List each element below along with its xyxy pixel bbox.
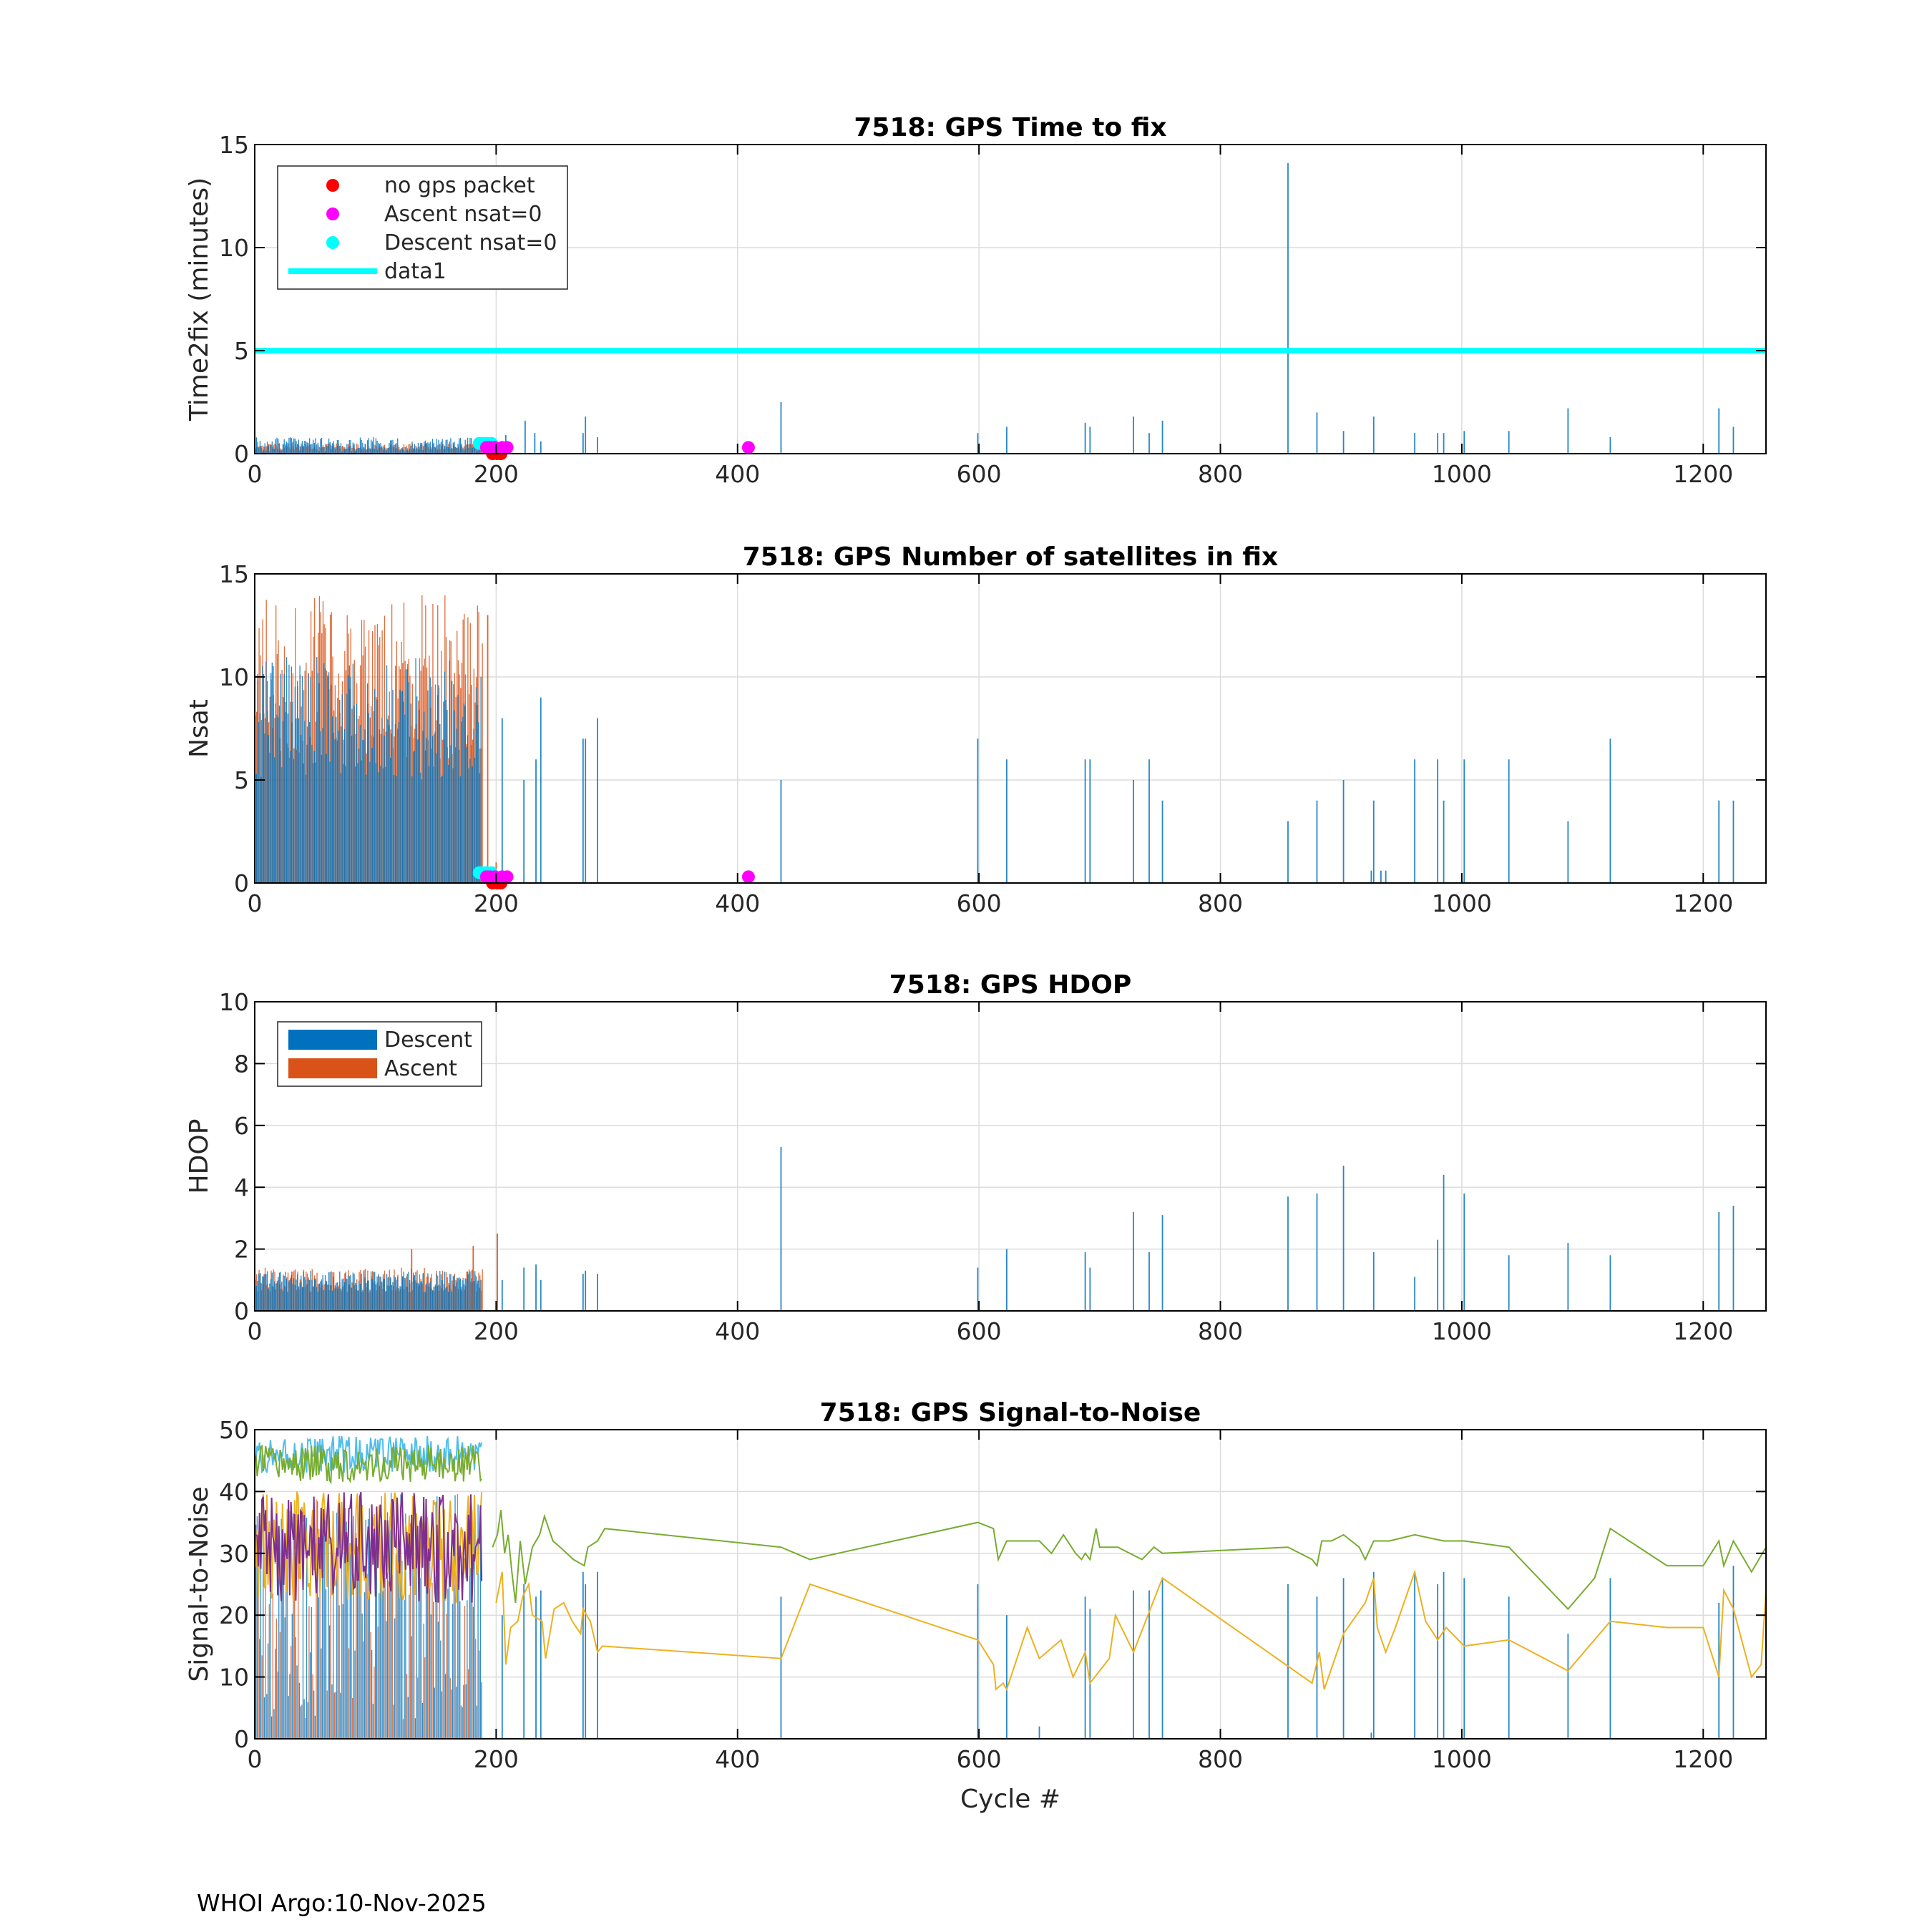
x-tick-label: 600 <box>957 889 1002 917</box>
x-tick-label: 1000 <box>1432 889 1492 917</box>
y-tick-label: 10 <box>219 663 249 691</box>
legend-label: Descent <box>384 1028 472 1053</box>
legend-swatch <box>288 1030 377 1050</box>
legend-data1-label: data1 <box>384 259 447 284</box>
panel-nsat: 0 200 400 600 800 1000 1200 0 5 10 15 7518: GPS Num… <box>185 542 1767 917</box>
plot-area <box>255 1002 1766 1311</box>
chart-title: 7518: GPS HDOP <box>889 970 1132 1000</box>
y-axis-label: Nsat <box>185 699 214 758</box>
legend: Descent Ascent <box>277 1021 482 1087</box>
y-tick-label: 0 <box>234 869 249 897</box>
y-axis-label: Signal-to-Noise <box>185 1486 214 1682</box>
ascent-nsat0-marker <box>741 870 755 884</box>
x-axis-label: Cycle # <box>960 1785 1060 1814</box>
x-tick-label: 200 <box>474 1317 519 1345</box>
y-tick-label: 4 <box>234 1174 249 1201</box>
y-tick-label: 5 <box>234 337 249 365</box>
y-axis-label: Time2fix (minutes) <box>185 177 214 421</box>
x-tick-label: 1000 <box>1432 1317 1492 1345</box>
x-tick-label: 800 <box>1198 889 1243 917</box>
plot-area <box>255 574 1766 883</box>
legend-no-gps-label: no gps packet <box>384 173 535 198</box>
x-tick-label: 1200 <box>1673 1317 1733 1345</box>
legend-no-gps-marker <box>326 179 339 192</box>
x-tick-label: 1200 <box>1673 889 1733 917</box>
y-tick-label: 15 <box>219 560 249 588</box>
y-tick-label: 40 <box>219 1478 249 1506</box>
x-tick-label: 400 <box>715 889 760 917</box>
x-tick-label: 400 <box>715 1317 760 1345</box>
axes-box <box>254 1001 1767 1312</box>
y-tick-label: 20 <box>219 1601 249 1629</box>
x-tick-label: 1200 <box>1673 460 1733 488</box>
x-tick-label: 800 <box>1198 1745 1243 1773</box>
x-tick-label: 0 <box>248 1745 263 1773</box>
snr-green-line <box>492 1510 1767 1611</box>
x-tick-label: 200 <box>474 460 519 488</box>
x-tick-label: 1200 <box>1673 1745 1733 1773</box>
chart-title: 7518: GPS Number of satellites in fix <box>743 542 1279 572</box>
snr-early-top-line <box>255 1444 482 1485</box>
y-axis-label: HDOP <box>185 1119 214 1194</box>
x-tick-label: 1000 <box>1432 460 1492 488</box>
panel-snr: 0 200 400 600 800 1000 1200 0 10 20 30 40 50 7518: GP… <box>185 1398 1767 1814</box>
footer-date: WHOI Argo:10-Nov-2025 <box>197 1889 487 1917</box>
x-tick-label: 600 <box>957 460 1002 488</box>
legend: no gps packet Ascent nsat=0 Descent nsat=0… <box>277 165 568 290</box>
legend-ascent-nsat0-label: Ascent nsat=0 <box>384 202 542 227</box>
y-tick-label: 2 <box>234 1236 249 1264</box>
y-tick-label: 10 <box>219 1664 249 1692</box>
legend-descent-nsat0-label: Descent nsat=0 <box>384 230 557 255</box>
snr-early-mid-line <box>255 1491 483 1603</box>
y-tick-label: 8 <box>234 1050 249 1078</box>
axes-box <box>254 144 1767 454</box>
y-tick-label: 10 <box>219 988 249 1016</box>
x-tick-label: 400 <box>715 1745 760 1773</box>
x-tick-label: 200 <box>474 889 519 917</box>
y-tick-label: 15 <box>219 131 249 159</box>
axes-box <box>254 1429 1767 1740</box>
y-tick-label: 10 <box>219 234 249 262</box>
legend-ascent-nsat0-marker <box>326 208 339 220</box>
x-tick-label: 200 <box>474 1745 519 1773</box>
chart-title: 7518: GPS Signal-to-Noise <box>820 1398 1201 1428</box>
y-tick-label: 30 <box>219 1540 249 1568</box>
axes-box <box>254 573 1767 884</box>
x-tick-label: 800 <box>1198 1317 1243 1345</box>
y-tick-label: 50 <box>219 1416 249 1444</box>
x-tick-label: 0 <box>248 889 263 917</box>
panel-hdop: 0 200 400 600 800 1000 1200 0 2 4 6 8 10 7518: GPS HD… <box>185 970 1767 1345</box>
y-tick-label: 0 <box>234 440 249 468</box>
x-tick-label: 1000 <box>1432 1745 1492 1773</box>
y-tick-label: 5 <box>234 766 249 794</box>
legend-swatch <box>288 1058 377 1078</box>
x-tick-label: 600 <box>957 1745 1002 1773</box>
x-tick-label: 600 <box>957 1317 1002 1345</box>
ascent-nsat0-marker <box>500 441 514 454</box>
x-tick-label: 0 <box>248 460 263 488</box>
ascent-nsat0-marker <box>741 441 755 454</box>
snr-yellow-line <box>495 1569 1767 1692</box>
x-tick-label: 0 <box>248 1317 263 1345</box>
y-tick-label: 0 <box>234 1725 249 1753</box>
x-tick-label: 800 <box>1198 460 1243 488</box>
y-tick-label: 6 <box>234 1112 249 1140</box>
panel-time-to-fix: 0 200 400 600 800 1000 1200 0 5 10 15 7518: GPS Tim… <box>185 113 1767 488</box>
plot-area <box>255 1430 1766 1739</box>
ascent-nsat0-marker <box>500 870 514 884</box>
y-tick-label: 0 <box>234 1297 249 1325</box>
legend-label: Ascent <box>384 1056 457 1081</box>
x-tick-label: 400 <box>715 460 760 488</box>
chart-title: 7518: GPS Time to fix <box>854 113 1166 142</box>
legend-descent-nsat0-marker <box>326 236 339 249</box>
